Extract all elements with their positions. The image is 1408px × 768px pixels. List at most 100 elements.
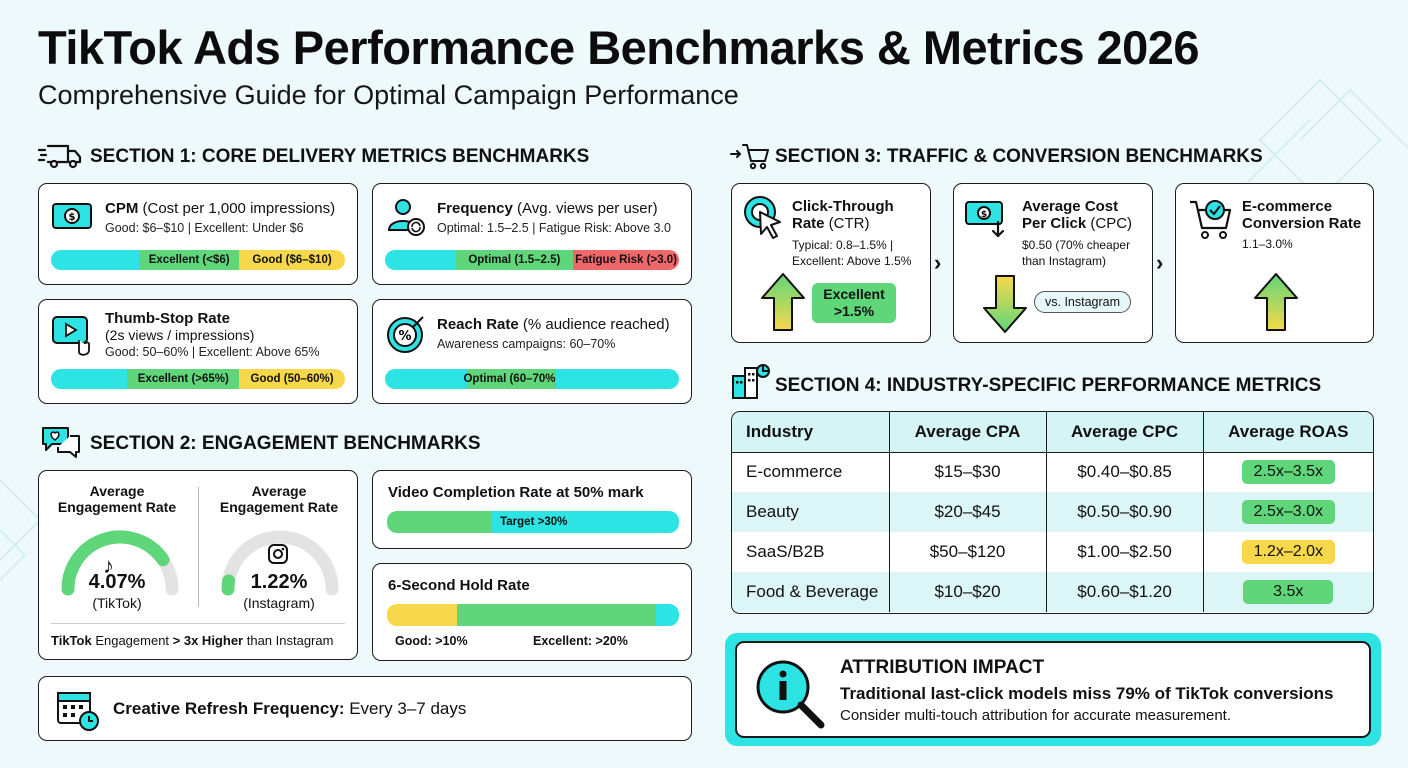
instagram-engagement-gauge bbox=[221, 530, 339, 596]
chevron-right-icon: › bbox=[934, 250, 942, 275]
cpa-cell: $15–$30 bbox=[888, 452, 1047, 492]
video-completion-bar: Target >30% bbox=[387, 511, 679, 533]
cvr-name-line2: Conversion Rate bbox=[1242, 215, 1362, 232]
money-down-icon: $ bbox=[965, 201, 1005, 238]
cpc-instagram-badge: vs. Instagram bbox=[1034, 291, 1132, 313]
hold-rate-excellent: Excellent: >20% bbox=[533, 634, 628, 648]
calendar-clock-icon bbox=[57, 692, 99, 731]
industry-table: Industry Average CPA Average CPC Average… bbox=[732, 412, 1373, 612]
reach-bar: Optimal (60–70%) bbox=[385, 369, 679, 389]
hold-rate-title: 6-Second Hold Rate bbox=[388, 577, 530, 594]
instagram-logo-icon bbox=[268, 544, 288, 564]
gauge-fill bbox=[61, 530, 170, 596]
tiktok-engagement-gauge bbox=[61, 530, 179, 596]
cpc-cell: $0.50–$0.90 bbox=[1045, 492, 1204, 532]
building-chart-icon bbox=[732, 364, 770, 399]
thumbstop-bar-excellent: Excellent (>65%) bbox=[127, 369, 240, 389]
tiktok-gauge-label: Average Engagement Rate bbox=[57, 483, 177, 515]
conversion-card: E-commerce Conversion Rate 1.1–3.0% bbox=[1175, 183, 1374, 343]
cart-check-icon bbox=[1190, 200, 1232, 239]
thumbstop-benchmark: Good: 50–60% | Excellent: Above 65% bbox=[105, 345, 320, 359]
frequency-desc: (Avg. views per user) bbox=[517, 200, 658, 217]
industry-cell: Food & Beverage bbox=[732, 572, 890, 612]
video-completion-target: Target >30% bbox=[492, 511, 679, 533]
attribution-title: ATTRIBUTION IMPACT bbox=[840, 657, 1045, 678]
cpm-bar: Excellent (<$6) Good ($6–$10) bbox=[51, 250, 345, 270]
svg-text:%: % bbox=[398, 329, 411, 344]
hold-rate-bar bbox=[387, 604, 679, 626]
section1-title: SECTION 1: CORE DELIVERY METRICS BENCHMA… bbox=[90, 146, 590, 167]
reach-bar-optimal: Optimal (60–70%) bbox=[463, 369, 559, 389]
video-completion-card: Video Completion Rate at 50% mark Target… bbox=[372, 470, 692, 549]
instagram-engagement-value: 1.22% bbox=[250, 571, 308, 593]
instagram-gauge-label: Average Engagement Rate bbox=[219, 483, 339, 515]
hold-rate-card: 6-Second Hold Rate Good: >10% Excellent:… bbox=[372, 563, 692, 661]
col-average-cpc: Average CPC bbox=[1045, 412, 1204, 453]
col-industry: Industry bbox=[732, 412, 890, 453]
roas-cell: 3.5x bbox=[1202, 572, 1373, 612]
cpa-cell: $50–$120 bbox=[888, 532, 1047, 572]
svg-text:$: $ bbox=[69, 212, 76, 223]
roas-badge: 3.5x bbox=[1243, 580, 1334, 604]
table-row: SaaS/B2B $50–$120 $1.00–$2.50 1.2x–2.0x bbox=[732, 532, 1373, 572]
down-arrow-icon bbox=[983, 275, 1027, 333]
cpa-cell: $20–$45 bbox=[888, 492, 1047, 532]
magnifier-info-icon bbox=[756, 660, 825, 729]
tiktok-logo-icon: ♪ bbox=[103, 553, 114, 578]
engagement-comparison: TikTok Engagement > 3x Higher than Insta… bbox=[51, 633, 334, 648]
background-decoration bbox=[1240, 78, 1408, 202]
svg-text:$: $ bbox=[981, 210, 987, 220]
roas-badge: 2.5x–3.0x bbox=[1241, 500, 1335, 524]
tiktok-engagement-value: 4.07% bbox=[88, 571, 146, 593]
industry-cell: Beauty bbox=[732, 492, 890, 532]
cpc-card: $ Average Cost Per Click (CPC) $0.50 (70… bbox=[953, 183, 1153, 343]
cpc-cell: $0.40–$0.85 bbox=[1045, 452, 1204, 492]
target-percent-icon: % bbox=[387, 316, 424, 353]
ctr-name-line2: Rate bbox=[792, 215, 825, 232]
cpm-name: CPM bbox=[105, 200, 139, 217]
reach-benchmark: Awareness campaigns: 60–70% bbox=[437, 337, 616, 351]
section3-title: SECTION 3: TRAFFIC & CONVERSION BENCHMAR… bbox=[775, 146, 1263, 167]
cpc-comparison: than Instagram) bbox=[1022, 254, 1107, 268]
reach-desc: (% audience reached) bbox=[522, 316, 670, 333]
page-title: TikTok Ads Performance Benchmarks & Metr… bbox=[38, 21, 1200, 74]
cursor-click-icon bbox=[744, 196, 781, 239]
roas-badge: 1.2x–2.0x bbox=[1241, 540, 1335, 564]
ctr-typical: Typical: 0.8–1.5% | bbox=[792, 238, 894, 252]
table-row: Beauty $20–$45 $0.50–$0.90 2.5x–3.0x bbox=[732, 492, 1373, 532]
cpm-benchmark: Good: $6–$10 | Excellent: Under $6 bbox=[105, 221, 304, 235]
frequency-card: Frequency (Avg. views per user) Optimal:… bbox=[372, 183, 692, 285]
cpm-desc: (Cost per 1,000 impressions) bbox=[142, 200, 336, 217]
ctr-abbr: (CTR) bbox=[824, 215, 870, 232]
frequency-benchmark: Optimal: 1.5–2.5 | Fatigue Risk: Above 3… bbox=[437, 221, 671, 235]
cvr-name-line1: E-commerce bbox=[1242, 198, 1333, 215]
industry-table-card: Industry Average CPA Average CPC Average… bbox=[731, 411, 1374, 614]
page-subtitle: Comprehensive Guide for Optimal Campaign… bbox=[38, 80, 739, 110]
section4-title: SECTION 4: INDUSTRY-SPECIFIC PERFORMANCE… bbox=[775, 375, 1322, 396]
cpc-abbr: (CPC) bbox=[1086, 215, 1133, 232]
reach-card: % Reach Rate (% audience reached) Awaren… bbox=[372, 299, 692, 404]
ctr-card: Click-Through Rate (CTR) Typical: 0.8–1.… bbox=[731, 183, 931, 343]
thumbstop-name: Thumb-Stop Rate bbox=[105, 310, 230, 327]
instagram-platform-label: (Instagram) bbox=[243, 595, 315, 611]
creative-refresh-card: Creative Refresh Frequency: Every 3–7 da… bbox=[38, 676, 692, 741]
cvr-value: 1.1–3.0% bbox=[1242, 237, 1293, 251]
col-average-roas: Average ROAS bbox=[1202, 412, 1373, 453]
ctr-excellent: Excellent: Above 1.5% bbox=[792, 254, 912, 268]
gauge-fill bbox=[221, 574, 236, 596]
thumbstop-card: Thumb-Stop Rate (2s views / impressions)… bbox=[38, 299, 358, 404]
cpc-value: $0.50 (70% cheaper bbox=[1022, 238, 1131, 252]
attribution-card: ATTRIBUTION IMPACT Traditional last-clic… bbox=[735, 641, 1371, 738]
ctr-excellent-badge: Excellent >1.5% bbox=[812, 283, 896, 323]
user-refresh-icon bbox=[387, 199, 425, 236]
thumbstop-bar: Excellent (>65%) Good (50–60%) bbox=[51, 369, 345, 389]
video-tap-icon bbox=[52, 316, 90, 356]
creative-refresh-text: Creative Refresh Frequency: Every 3–7 da… bbox=[113, 699, 467, 718]
cpm-bar-good: Good ($6–$10) bbox=[239, 250, 345, 270]
cpm-bar-excellent: Excellent (<$6) bbox=[139, 250, 240, 270]
up-arrow-icon bbox=[761, 273, 805, 331]
cpc-name-line1: Average Cost bbox=[1022, 198, 1119, 215]
attribution-recommendation: Consider multi-touch attribution for acc… bbox=[840, 707, 1232, 724]
table-header-row: Industry Average CPA Average CPC Average… bbox=[732, 412, 1373, 453]
attribution-headline: Traditional last-click models miss 79% o… bbox=[840, 684, 1334, 703]
